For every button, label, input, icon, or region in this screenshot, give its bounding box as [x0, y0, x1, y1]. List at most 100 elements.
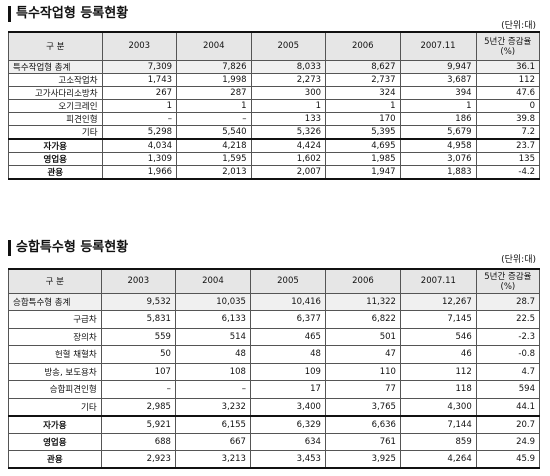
- header-cell: 2004: [176, 31, 252, 61]
- table-row: 자가용 4,034 4,218 4,424 4,695 4,958 23.7: [8, 138, 541, 153]
- cell: 1: [325, 98, 401, 113]
- cell: 186: [399, 111, 477, 126]
- cell: 4,264: [399, 450, 477, 469]
- cell: 7,145: [399, 310, 477, 329]
- cell: 8,033: [250, 59, 327, 74]
- table-row: 기타 2,985 3,232 3,400 3,765 4,300 44.1: [8, 397, 541, 416]
- table: 구 분 2003 2004 2005 2006 2007.11 5년간 증감율(%) 승합특수…: [8, 268, 541, 469]
- cell: 관용: [8, 164, 103, 179]
- header-cell: 2006: [325, 31, 401, 61]
- cell: 5,395: [325, 124, 401, 139]
- cell: 559: [100, 327, 176, 346]
- cell: 77: [324, 380, 401, 399]
- cell: 6,377: [249, 310, 326, 329]
- table-row: 방송, 보도용차 107 108 109 110 112 4.7: [8, 362, 541, 381]
- cell: 112: [475, 72, 541, 87]
- cell: -4.2: [475, 164, 541, 179]
- cell: 3,925: [324, 450, 401, 469]
- cell: 7,309: [101, 59, 178, 74]
- cell: 헌혈 채혈차: [8, 345, 102, 364]
- section: 승합특수형 등록현황 (단위:대) 구 분 2003 2004 2005 2006 200…: [8, 240, 541, 470]
- cell: 관용: [8, 450, 102, 469]
- header-cell: 2005: [249, 268, 326, 294]
- section-title: 승합특수형 등록현황: [8, 240, 540, 256]
- cell: 1,309: [101, 151, 178, 166]
- header-cell: 2003: [100, 268, 176, 294]
- cell: 3,400: [249, 397, 326, 416]
- cell: –: [174, 380, 251, 399]
- cell: –: [101, 111, 178, 126]
- cell: 4,300: [399, 397, 477, 416]
- cell: 자가용: [8, 138, 103, 153]
- table-row: 자가용 5,921 6,155 6,329 6,636 7,144 20.7: [8, 415, 541, 434]
- cell: 634: [249, 432, 326, 451]
- cell: 48: [174, 345, 251, 364]
- cell: 3,687: [399, 72, 477, 87]
- cell: 3,765: [324, 397, 401, 416]
- header-cell: 2006: [324, 268, 401, 294]
- header-cell: 5년간 증감율(%): [475, 268, 541, 294]
- cell: 170: [325, 111, 401, 126]
- cell: 47: [324, 345, 401, 364]
- cell: 12,267: [399, 292, 477, 311]
- cell: 4,424: [250, 138, 327, 153]
- cell: 859: [399, 432, 477, 451]
- cell: 3,232: [174, 397, 251, 416]
- cell: 45.9: [475, 450, 541, 469]
- cell: 28.7: [475, 292, 541, 311]
- cell: 1,743: [101, 72, 178, 87]
- cell: 2,013: [176, 164, 252, 179]
- header-row: 구 분 2003 2004 2005 2006 2007.11 5년간 증감율(%): [8, 268, 541, 294]
- cell: 112: [399, 362, 477, 381]
- table-row: 헌혈 채혈차 50 48 48 47 46 -0.8: [8, 345, 541, 364]
- cell: 6,133: [174, 310, 251, 329]
- cell: 594: [475, 380, 541, 399]
- table-row: 기타 5,298 5,540 5,326 5,395 5,679 7.2: [8, 124, 541, 139]
- header-cell: 5년간 증감율(%): [475, 31, 541, 61]
- cell: 3,213: [174, 450, 251, 469]
- cell: 자가용: [8, 415, 102, 434]
- cell: 546: [399, 327, 477, 346]
- cell: 110: [324, 362, 401, 381]
- cell: 5,326: [250, 124, 327, 139]
- cell: 17: [249, 380, 326, 399]
- cell: 4,695: [325, 138, 401, 153]
- cell: 48: [249, 345, 326, 364]
- cell: 7,826: [176, 59, 252, 74]
- cell: 109: [249, 362, 326, 381]
- cell: 23.7: [475, 138, 541, 153]
- cell: 465: [249, 327, 326, 346]
- cell: 기타: [8, 397, 102, 416]
- cell: 1: [101, 98, 178, 113]
- table-row: 관용 2,923 3,213 3,453 3,925 4,264 45.9: [8, 450, 541, 469]
- cell: 394: [399, 85, 477, 100]
- header-cell: 2005: [250, 31, 327, 61]
- cell: 1,985: [325, 151, 401, 166]
- cell: 1,602: [250, 151, 327, 166]
- cell: 22.5: [475, 310, 541, 329]
- table-row: 구급차 5,831 6,133 6,377 6,822 7,145 22.5: [8, 310, 541, 329]
- cell: -0.8: [475, 345, 541, 364]
- table-row: 승합피견인형 – –17 77 118 594: [8, 380, 541, 399]
- cell: 5,831: [100, 310, 176, 329]
- header-cell: 구 분: [8, 31, 103, 61]
- cell: 324: [325, 85, 401, 100]
- cell: 135: [475, 151, 541, 166]
- cell: 108: [174, 362, 251, 381]
- cell: 6,636: [324, 415, 401, 434]
- cell: 10,416: [249, 292, 326, 311]
- cell: 구급차: [8, 310, 102, 329]
- header-cell: 2007.11: [399, 268, 477, 294]
- cell: 667: [174, 432, 251, 451]
- table-row: 승합특수형 총계 9,532 10,035 10,416 11,322 12,267 28.…: [8, 292, 541, 311]
- cell: 6,155: [174, 415, 251, 434]
- cell: 4,958: [399, 138, 477, 153]
- cell: 2,273: [250, 72, 327, 87]
- cell: 5,540: [176, 124, 252, 139]
- cell: 11,322: [324, 292, 401, 311]
- cell: 영업용: [8, 432, 102, 451]
- cell: 승합피견인형: [8, 380, 102, 399]
- table-row: 장의차 559 514 465 501 546 -2.3: [8, 327, 541, 346]
- table-row: 관용 1,966 2,013 2,007 1,947 1,883 -4.2: [8, 164, 541, 179]
- table-row: 피견인형 – –133 170 186 39.8: [8, 111, 541, 126]
